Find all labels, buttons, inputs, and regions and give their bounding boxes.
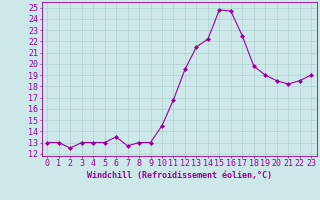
X-axis label: Windchill (Refroidissement éolien,°C): Windchill (Refroidissement éolien,°C) bbox=[87, 171, 272, 180]
